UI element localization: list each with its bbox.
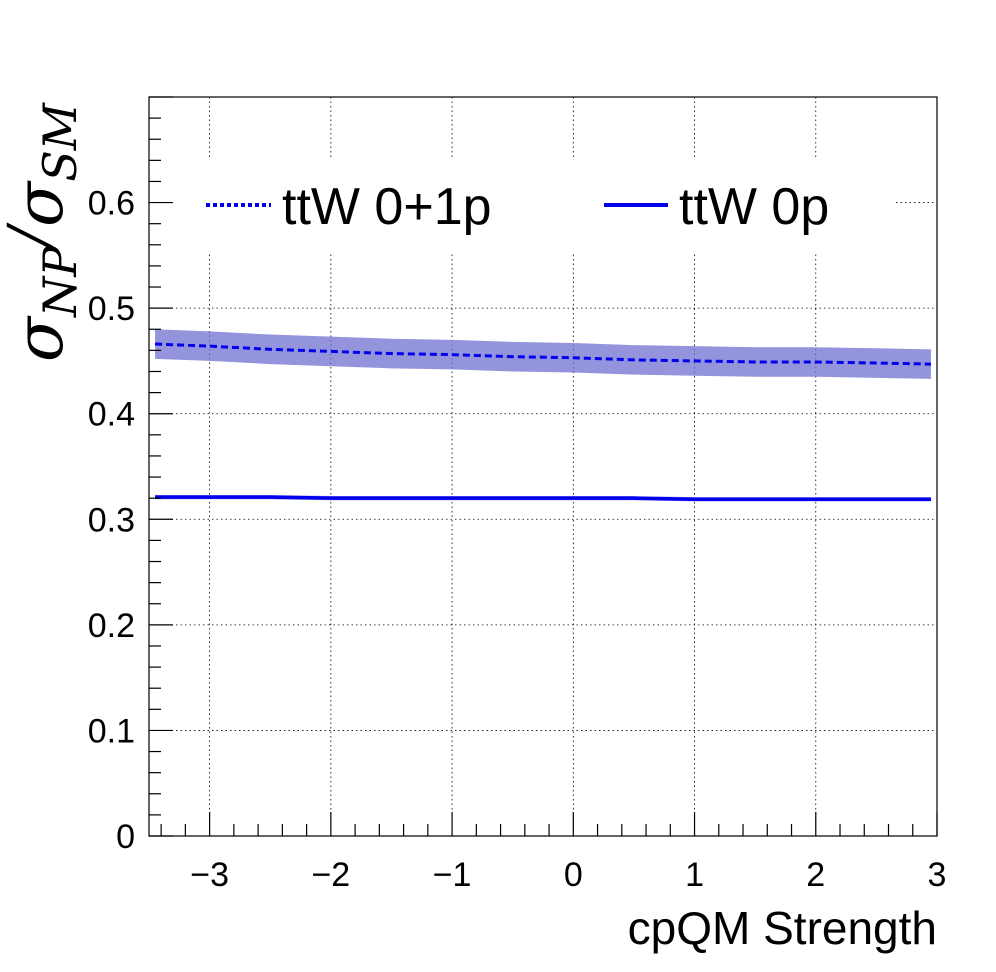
y-tick-label-1: 0.1 <box>88 712 135 750</box>
x-tick-label-1: −2 <box>311 856 350 894</box>
x-tick-label-2: −1 <box>433 856 472 894</box>
x-tick-label-6: 3 <box>928 856 947 894</box>
x-tick-label-4: 1 <box>685 856 704 894</box>
x-tick-label-0: −3 <box>190 856 229 894</box>
y-tick-label-2: 0.2 <box>88 607 135 645</box>
y-tick-label-4: 0.4 <box>88 396 135 434</box>
legend-background <box>175 160 895 252</box>
x-tick-label-5: 2 <box>806 856 825 894</box>
x-tick-label-3: 0 <box>564 856 583 894</box>
tick-labels: −3 −2 −1 0 1 2 3 0 0.1 0.2 0.3 0.4 0.5 0.6 <box>88 185 947 894</box>
y-title-sub-den: SM <box>33 101 87 182</box>
y-tick-label-5: 0.5 <box>88 290 135 328</box>
plot-frame <box>148 96 938 837</box>
y-tick-label-6: 0.6 <box>88 185 135 223</box>
series-lines <box>155 342 931 501</box>
band-series-0 <box>155 329 931 379</box>
y-axis-title: σNP/σSM <box>0 101 87 362</box>
grid <box>149 97 937 836</box>
y-axis-title-text: σNP/σSM <box>0 101 87 362</box>
legend-label-ttw-0p: ttW 0p <box>679 178 829 236</box>
y-tick-label-0: 0 <box>116 818 135 856</box>
y-title-sigma-den: σ <box>1 180 78 227</box>
y-tick-label-3: 0.3 <box>88 501 135 539</box>
axis-ticks <box>149 96 938 837</box>
x-axis-title: cpQM Strength <box>628 902 937 954</box>
y-title-sigma-num: σ <box>1 315 78 362</box>
y-title-sub-num: NP <box>33 245 87 318</box>
legend-label-ttw-0plus1p: ttW 0+1p <box>282 178 492 236</box>
line-series-0 <box>155 342 931 366</box>
line-series-1 <box>155 495 931 501</box>
legend: ttW 0+1p ttW 0p <box>175 160 895 252</box>
